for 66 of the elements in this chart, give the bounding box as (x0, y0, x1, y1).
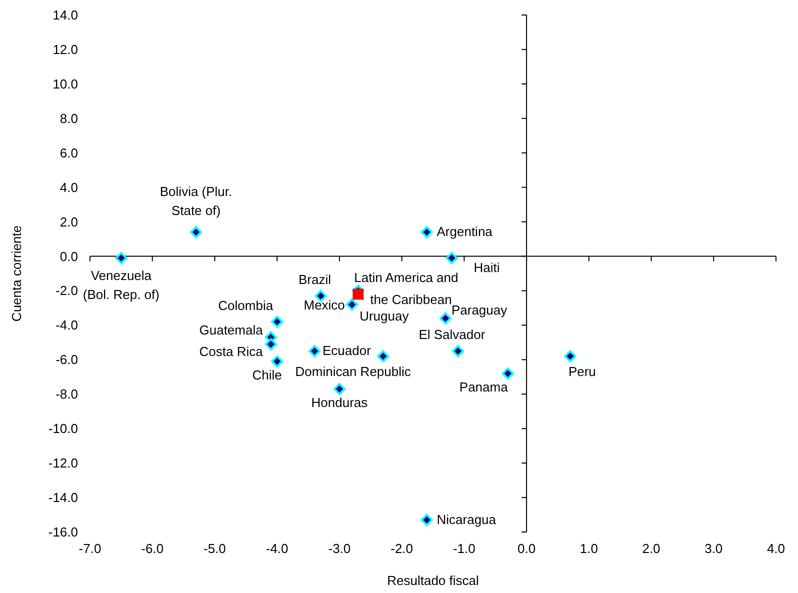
y-tick-label: -8.0 (56, 386, 78, 402)
annotation: Peru (568, 364, 596, 380)
point (377, 350, 390, 362)
point (502, 367, 514, 380)
point (308, 345, 321, 358)
annotation: Venezuela (Bol. Rep. of) (82, 268, 160, 302)
annotation: Chile (252, 367, 282, 382)
x-tick-label: -5.0 (204, 541, 226, 556)
annotation: Haiti (474, 260, 500, 275)
y-tick-label: -2.0 (56, 283, 78, 298)
x-tick-label: -3.0 (328, 541, 351, 556)
annotation: Costa Rica (199, 344, 264, 360)
annotation: Paraguay (451, 302, 508, 318)
x-axis-title: Resultado fiscal (387, 573, 479, 588)
y-axis-title: Cuenta corriente (9, 225, 24, 322)
x-tick-label: -6.0 (141, 541, 164, 556)
point (346, 298, 358, 311)
x-tick-label: -2.0 (390, 541, 414, 556)
y-tick-label: -10.0 (48, 421, 78, 436)
point (271, 316, 284, 328)
x-tick-label: 2.0 (642, 541, 660, 556)
y-tick-label: -14.0 (48, 490, 78, 506)
annotation: Brazil (298, 272, 332, 287)
annotation: Honduras (311, 394, 368, 410)
annotation: Guatemala (199, 322, 264, 338)
annotation: Uruguay (360, 308, 410, 324)
point (333, 382, 346, 395)
y-tick-label: 10.0 (52, 76, 78, 92)
y-tick-label: -12.0 (48, 456, 78, 471)
y-tick-label: 6.0 (60, 145, 78, 160)
annotation: El Salvador (418, 327, 486, 342)
annotation: Nicaragua (436, 512, 497, 527)
point (271, 355, 284, 368)
y-tick-label: 2.0 (60, 214, 78, 230)
x-tick-label: 0.0 (518, 541, 536, 556)
y-tick-label: -4.0 (56, 318, 78, 333)
y-tick-label: 4.0 (60, 180, 78, 195)
annotation: Panama (459, 379, 509, 394)
point (352, 288, 364, 300)
annotation: Bolivia (Plur. State of) (160, 184, 232, 218)
y-tick-label: -16.0 (48, 524, 78, 540)
point (564, 350, 576, 362)
annotation: Argentina (436, 224, 494, 240)
y-tick-label: 8.0 (60, 110, 78, 126)
y-tick-label: 0.0 (60, 248, 78, 264)
point (420, 226, 433, 238)
y-tick-label: 14.0 (52, 8, 78, 22)
point (446, 252, 458, 264)
x-tick-label: 4.0 (766, 541, 786, 556)
y-tick-label: -6.0 (56, 352, 78, 368)
point (264, 338, 277, 350)
annotation: Mexico (304, 298, 345, 313)
annotation: Ecuador (322, 343, 372, 358)
point (420, 514, 433, 526)
x-tick-label: 1.0 (580, 541, 598, 556)
x-tick-label: -7.0 (78, 541, 102, 556)
x-tick-label: 3.0 (704, 541, 723, 556)
annotation: Colombia (218, 298, 274, 313)
x-tick-label: -4.0 (266, 541, 288, 556)
x-tick-label: -1.0 (452, 541, 476, 556)
point (115, 252, 128, 264)
y-tick-label: 12.0 (52, 42, 78, 57)
point (452, 345, 464, 358)
point (190, 226, 202, 238)
point (439, 312, 452, 324)
annotation: Dominican Republic (295, 364, 412, 380)
